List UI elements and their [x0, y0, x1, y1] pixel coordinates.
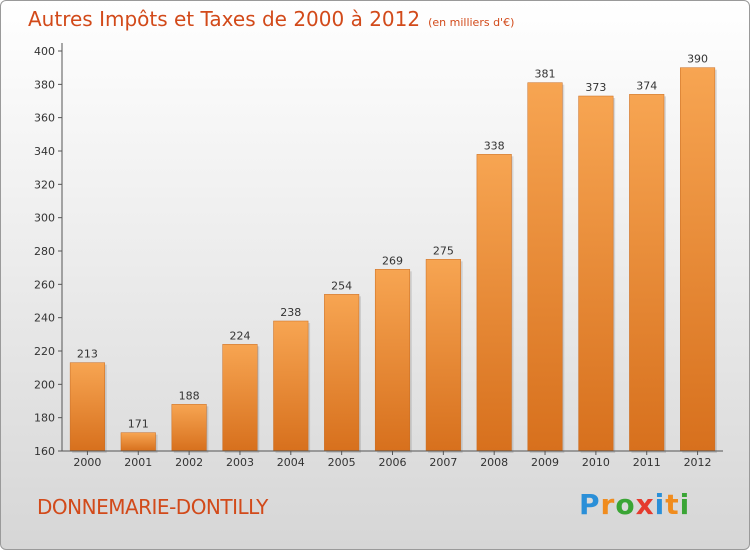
bar-value-label: 373 — [585, 81, 606, 94]
chart-title: Autres Impôts et Taxes de 2000 à 2012 (en… — [28, 7, 514, 31]
bar-value-label: 213 — [77, 348, 98, 361]
bar — [69, 362, 105, 452]
bar-value-label: 338 — [484, 139, 505, 152]
bar-value-label: 390 — [687, 53, 708, 66]
x-tick-label: 2003 — [226, 456, 254, 469]
bar — [273, 320, 309, 452]
y-tick-label: 240 — [34, 312, 55, 325]
x-tick-label: 2011 — [633, 456, 661, 469]
logo-letter: o — [615, 488, 636, 521]
bar — [324, 294, 360, 452]
bar — [629, 94, 665, 452]
bar — [527, 82, 563, 452]
bar — [476, 154, 512, 452]
bar-value-label: 224 — [229, 329, 250, 342]
x-tick-label: 2004 — [277, 456, 305, 469]
y-tick-label: 320 — [34, 178, 55, 191]
y-tick-label: 300 — [34, 212, 55, 225]
bar-value-label: 171 — [128, 418, 149, 431]
x-tick-label: 2008 — [480, 456, 508, 469]
y-tick-label: 180 — [34, 412, 55, 425]
bar-value-label: 269 — [382, 254, 403, 267]
x-tick-label: 2012 — [684, 456, 712, 469]
y-tick-label: 280 — [34, 245, 55, 258]
logo-letter: t — [665, 488, 680, 521]
x-tick-label: 2010 — [582, 456, 610, 469]
y-tick-label: 160 — [34, 445, 55, 458]
chart-subtitle: (en milliers d'€) — [428, 16, 515, 29]
bar — [222, 344, 258, 452]
bar-value-label: 254 — [331, 279, 352, 292]
logo-letter: i — [654, 488, 666, 521]
y-tick-label: 220 — [34, 345, 55, 358]
x-tick-label: 2007 — [429, 456, 457, 469]
bar-value-label: 275 — [433, 244, 454, 257]
x-tick-label: 2005 — [328, 456, 356, 469]
bar-value-label: 238 — [280, 306, 301, 319]
x-tick-label: 2006 — [379, 456, 407, 469]
bar-value-label: 188 — [179, 389, 200, 402]
y-tick-label: 380 — [34, 78, 55, 91]
bar — [171, 404, 207, 452]
logo-letter: r — [600, 488, 616, 521]
bar — [120, 432, 156, 452]
bar — [374, 269, 411, 452]
logo-letter: P — [579, 488, 601, 521]
bar-value-label: 374 — [636, 79, 657, 92]
x-tick-label: 2001 — [124, 456, 152, 469]
bar — [578, 95, 614, 452]
bars-layer: 213 171 188 224 238 254 269 275 338 381 373 374 390 — [69, 53, 717, 454]
bar-value-label: 381 — [535, 68, 556, 81]
place-name: DONNEMARIE-DONTILLY — [37, 495, 268, 519]
x-tick-label: 2009 — [531, 456, 559, 469]
y-tick-label: 340 — [34, 145, 55, 158]
y-tick-label: 200 — [34, 378, 55, 391]
y-tick-label: 260 — [34, 278, 55, 291]
axes-layer: 2000 2001 2002 2003 2004 2005 2006 2007 2008 2009… — [34, 43, 723, 469]
logo-letter: x — [635, 488, 655, 521]
logo-letter: i — [679, 488, 691, 521]
proxiti-logo: Proxiti — [579, 488, 690, 521]
y-tick-label: 360 — [34, 112, 55, 125]
y-tick-label: 400 — [34, 45, 55, 58]
bar — [680, 67, 716, 452]
x-tick-label: 2002 — [175, 456, 203, 469]
title-text: Autres Impôts et Taxes de 2000 à 2012 — [28, 7, 421, 31]
x-tick-label: 2000 — [73, 456, 101, 469]
bar — [425, 259, 461, 452]
